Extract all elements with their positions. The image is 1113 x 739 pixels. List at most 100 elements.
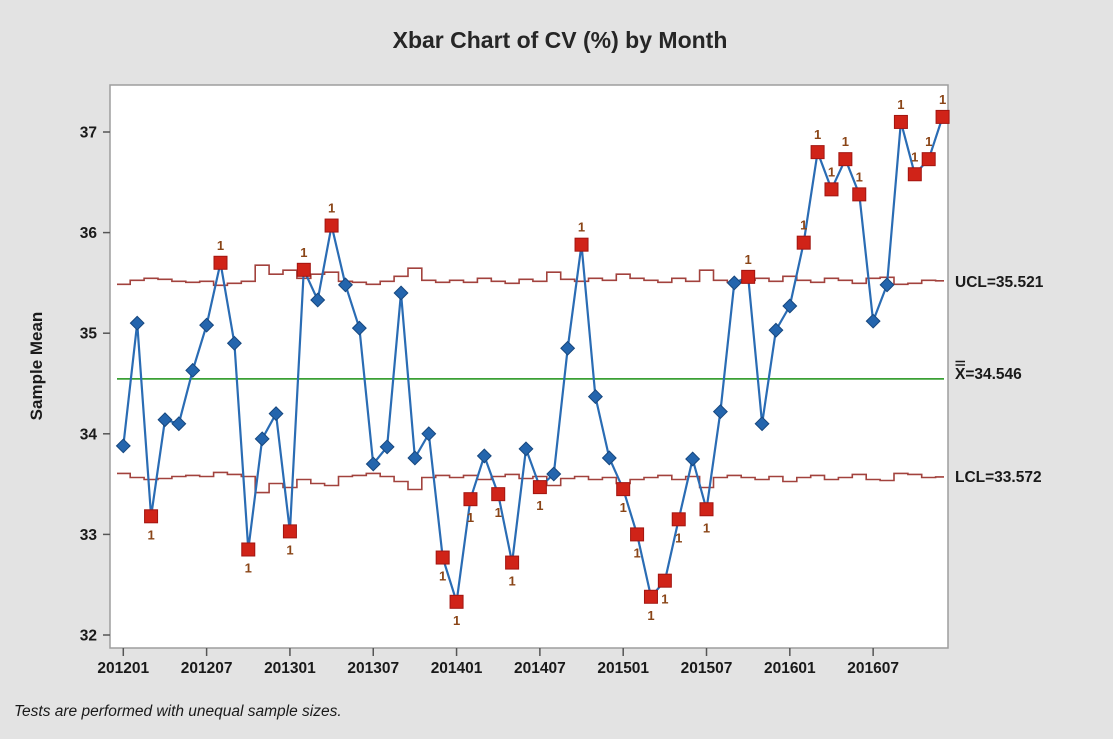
data-point-marker[interactable] (254, 431, 270, 447)
ooc-point-marker[interactable] (324, 218, 339, 233)
data-point-marker[interactable] (393, 285, 409, 301)
x-tick-label: 201201 (97, 660, 149, 677)
ooc-point-marker[interactable] (852, 187, 867, 202)
test-flag: 1 (828, 164, 835, 179)
data-point-marker[interactable] (226, 335, 242, 351)
ooc-point-marker[interactable] (241, 542, 256, 557)
data-point-marker[interactable] (268, 406, 284, 422)
ooc-point-marker[interactable] (463, 492, 478, 507)
test-flag: 1 (814, 127, 821, 142)
ooc-point-marker[interactable] (643, 589, 658, 604)
ucl-reference-label: UCL=35.521 (955, 274, 1044, 291)
ooc-point-marker[interactable] (907, 167, 922, 182)
data-point-marker[interactable] (199, 317, 215, 333)
test-flag: 1 (633, 545, 640, 560)
data-point-marker[interactable] (365, 456, 381, 472)
test-flag: 1 (939, 92, 946, 107)
center-reference-label: X=34.546 (955, 366, 1022, 383)
ooc-point-marker[interactable] (671, 512, 686, 527)
x-tick-label: 201207 (181, 660, 233, 677)
ooc-point-marker[interactable] (435, 550, 450, 565)
data-point-marker[interactable] (685, 451, 701, 467)
ooc-point-marker[interactable] (699, 502, 714, 517)
test-flag: 1 (217, 238, 224, 253)
lcl-reference-label: LCL=33.572 (955, 469, 1042, 486)
test-flag: 1 (578, 220, 585, 235)
ooc-point-marker[interactable] (893, 114, 908, 129)
data-point-marker[interactable] (879, 277, 895, 293)
y-tick-label: 32 (80, 628, 97, 645)
y-tick-label: 35 (80, 326, 98, 343)
data-point-marker[interactable] (115, 438, 131, 454)
ooc-point-marker[interactable] (449, 594, 464, 609)
x-tick-label: 201307 (347, 660, 399, 677)
data-point-marker[interactable] (726, 275, 742, 291)
data-point-marker[interactable] (310, 292, 326, 308)
test-flag: 1 (897, 97, 904, 112)
y-tick-label: 37 (80, 125, 97, 142)
y-tick-label: 36 (80, 225, 98, 242)
test-flag: 1 (745, 252, 752, 267)
test-flag: 1 (800, 218, 807, 233)
ooc-point-marker[interactable] (144, 509, 159, 524)
data-point-marker[interactable] (768, 322, 784, 338)
ooc-point-marker[interactable] (296, 262, 311, 277)
data-point-marker[interactable] (157, 412, 173, 428)
y-axis-title: Sample Mean (27, 312, 46, 421)
ooc-point-marker[interactable] (491, 487, 506, 502)
ooc-point-marker[interactable] (505, 555, 520, 570)
data-point-marker[interactable] (865, 313, 881, 329)
data-point-marker[interactable] (546, 466, 562, 482)
ooc-point-marker[interactable] (838, 152, 853, 167)
y-tick-label: 33 (80, 527, 98, 544)
test-flag: 1 (675, 530, 682, 545)
x-tick-label: 201607 (847, 660, 899, 677)
ooc-point-marker[interactable] (935, 109, 950, 124)
sample-mean-line[interactable] (122, 116, 944, 603)
data-point-marker[interactable] (171, 416, 187, 432)
ooc-point-marker[interactable] (921, 152, 936, 167)
ooc-point-marker[interactable] (824, 182, 839, 197)
data-point-marker[interactable] (754, 416, 770, 432)
data-point-marker[interactable] (407, 450, 423, 466)
data-point-marker[interactable] (601, 450, 617, 466)
data-point-marker[interactable] (712, 404, 728, 420)
test-flag: 1 (439, 569, 446, 584)
data-point-marker[interactable] (421, 426, 437, 442)
data-point-marker[interactable] (185, 362, 201, 378)
ooc-point-marker[interactable] (213, 255, 228, 270)
data-point-marker[interactable] (560, 340, 576, 356)
ucl-line[interactable] (117, 264, 944, 287)
data-point-marker[interactable] (782, 298, 798, 314)
test-flag: 1 (147, 527, 154, 542)
data-point-marker[interactable] (129, 315, 145, 331)
test-flag: 1 (925, 134, 932, 149)
test-flag: 1 (856, 169, 863, 184)
data-point-marker[interactable] (337, 277, 353, 293)
ooc-point-marker[interactable] (532, 480, 547, 495)
ooc-point-marker[interactable] (282, 524, 297, 539)
x-tick-label: 201401 (431, 660, 483, 677)
data-point-marker[interactable] (351, 320, 367, 336)
data-point-marker[interactable] (587, 389, 603, 405)
ooc-point-marker[interactable] (616, 482, 631, 497)
ooc-point-marker[interactable] (657, 573, 672, 588)
data-point-marker[interactable] (379, 439, 395, 455)
test-flag: 1 (620, 500, 627, 515)
ooc-point-marker[interactable] (630, 527, 645, 542)
test-flag: 1 (467, 510, 474, 525)
data-point-marker[interactable] (518, 441, 534, 457)
x-tick-label: 201601 (764, 660, 816, 677)
test-flag: 1 (453, 613, 460, 628)
test-flag: 1 (328, 201, 335, 216)
ooc-point-marker[interactable] (796, 235, 811, 250)
x-double-bar-icon (955, 360, 965, 366)
data-point-marker[interactable] (476, 448, 492, 464)
ooc-point-marker[interactable] (574, 237, 589, 252)
ooc-point-marker[interactable] (741, 269, 756, 284)
test-flag: 1 (495, 505, 502, 520)
chart-title: Xbar Chart of CV (%) by Month (393, 27, 728, 53)
ooc-point-marker[interactable] (810, 145, 825, 160)
